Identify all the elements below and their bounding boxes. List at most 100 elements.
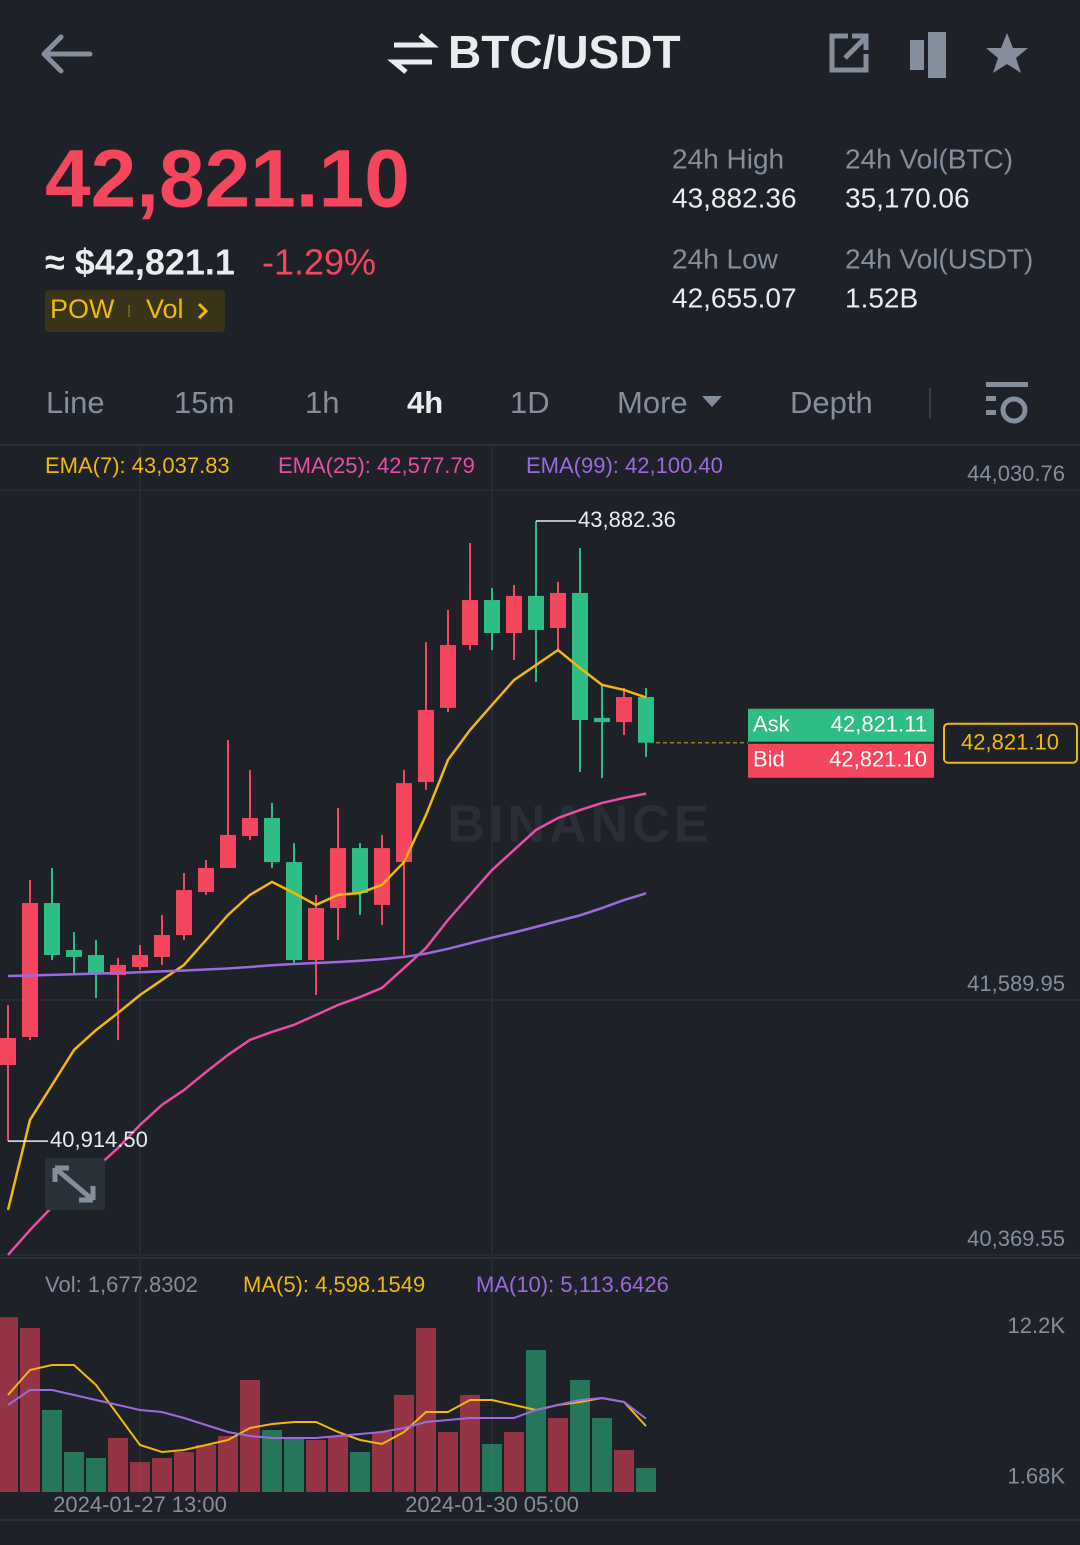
tag-box[interactable]	[45, 290, 225, 332]
ask-box	[748, 708, 934, 742]
candle-body	[242, 817, 258, 836]
tab-separator	[929, 388, 931, 418]
bid-box	[748, 743, 934, 778]
candle-body	[264, 817, 280, 863]
legend-entry: MA(5): 4,598.1549	[243, 1272, 425, 1297]
split-button[interactable]	[910, 32, 946, 78]
ema-line	[7, 792, 647, 1256]
volume-bar	[152, 1457, 172, 1492]
legend-entry: EMA(25): 42,577.79	[278, 453, 475, 478]
volume-bar	[328, 1435, 348, 1492]
volume-bar	[614, 1449, 634, 1492]
favorite-button[interactable]	[986, 33, 1028, 73]
candle-body	[132, 955, 148, 967]
stat-label: 24h High	[672, 143, 784, 174]
y-tick-label: 40,369.55	[967, 1226, 1065, 1251]
tab[interactable]: 1D	[510, 385, 550, 420]
volume-bar	[548, 1417, 568, 1492]
candle-body	[110, 964, 126, 975]
candle-body	[638, 697, 654, 743]
dropdown-arrow[interactable]	[702, 396, 722, 407]
stat-value: 35,170.06	[845, 182, 970, 213]
tab[interactable]: Depth	[790, 385, 873, 420]
tag-separator	[128, 305, 130, 317]
candle-body	[594, 717, 610, 723]
back-button[interactable]	[41, 34, 93, 74]
legend-entry: Vol: 1,677.8302	[45, 1272, 198, 1297]
fiat-price: ≈ $42,821.1	[45, 242, 235, 283]
last-price-badge	[943, 722, 1078, 764]
tag[interactable]: POW	[50, 294, 115, 324]
candle-body	[506, 595, 522, 634]
volume-bar	[526, 1349, 546, 1492]
candle-body	[176, 890, 192, 936]
candle-body	[484, 600, 500, 634]
volume-bar	[218, 1435, 238, 1492]
volume-bar	[108, 1437, 128, 1492]
tab[interactable]: 15m	[174, 385, 234, 420]
volume-bar	[372, 1431, 392, 1492]
chart-settings-button[interactable]	[986, 382, 1028, 424]
candle-body	[154, 935, 170, 957]
volume-bar	[174, 1451, 194, 1492]
candle-body	[462, 600, 478, 645]
chevron	[197, 302, 209, 320]
volume-bar	[20, 1327, 40, 1492]
stat-value: 42,655.07	[672, 282, 797, 313]
candle-body	[66, 950, 82, 957]
y-tick-label: 12.2K	[1008, 1313, 1066, 1338]
y-tick-label: 1.68K	[1008, 1464, 1066, 1489]
ma-line	[7, 1388, 647, 1439]
legend-entry: EMA(99): 42,100.40	[526, 453, 723, 478]
volume-bar	[86, 1457, 106, 1492]
swap-icon[interactable]	[387, 33, 439, 74]
annotation-label: 40,914.50	[50, 1127, 148, 1152]
volume-bar	[482, 1444, 502, 1492]
last-price: 42,821.10	[45, 134, 410, 225]
ask-name: Ask	[753, 712, 791, 737]
stat-value: 43,882.36	[672, 182, 797, 213]
volume-bar	[592, 1417, 612, 1492]
candle-body	[220, 834, 236, 868]
volume-bar	[394, 1394, 414, 1492]
y-tick-label: 41,589.95	[967, 971, 1065, 996]
bid-name: Bid	[753, 747, 785, 772]
legend-entry: MA(10): 5,113.6426	[476, 1272, 669, 1297]
tab[interactable]: More	[617, 385, 688, 420]
stat-label: 24h Vol(USDT)	[845, 243, 1033, 274]
volume-bar	[438, 1431, 458, 1492]
tab[interactable]: Line	[46, 385, 105, 420]
bid-value: 42,821.10	[829, 747, 927, 772]
candle-body	[198, 867, 214, 892]
share-button[interactable]	[829, 33, 869, 73]
tab[interactable]: 4h	[407, 385, 443, 420]
annotation-label: 43,882.36	[578, 507, 676, 532]
ema-line	[6, 648, 647, 1211]
candle-body	[440, 644, 456, 708]
stat-value: 1.52B	[845, 282, 918, 313]
tab[interactable]: 1h	[305, 385, 339, 420]
candle-body	[616, 697, 632, 723]
candle-body	[330, 848, 346, 909]
pair-title: BTC/USDT	[448, 26, 681, 78]
x-tick-label: 2024-01-27 13:00	[53, 1492, 227, 1517]
candle-body	[352, 848, 368, 894]
stat-label: 24h Vol(BTC)	[845, 143, 1013, 174]
volume-bar	[504, 1431, 524, 1492]
expand-button[interactable]	[45, 1158, 105, 1210]
volume-bar	[42, 1409, 62, 1492]
volume-bar	[64, 1451, 84, 1492]
tag[interactable]: Vol	[146, 294, 184, 324]
volume-bar	[570, 1379, 590, 1492]
candle-body	[550, 592, 566, 629]
volume-bar	[636, 1467, 656, 1492]
ema-line	[7, 892, 647, 978]
stat-label: 24h Low	[672, 243, 779, 274]
volume-bar	[460, 1394, 480, 1492]
candle-body	[286, 862, 302, 961]
candle-body	[396, 783, 412, 863]
volume-bar	[416, 1327, 436, 1492]
last-price-label: 42,821.10	[961, 730, 1059, 755]
